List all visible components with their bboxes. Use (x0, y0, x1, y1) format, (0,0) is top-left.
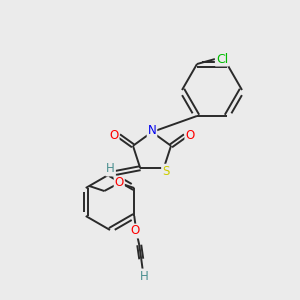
Text: S: S (162, 165, 169, 178)
Text: H: H (140, 269, 148, 283)
Text: N: N (148, 124, 156, 136)
Text: H: H (106, 163, 115, 176)
Text: O: O (110, 129, 118, 142)
Text: O: O (130, 224, 140, 238)
Text: O: O (185, 129, 195, 142)
Text: O: O (115, 176, 124, 190)
Text: Cl: Cl (216, 52, 228, 65)
